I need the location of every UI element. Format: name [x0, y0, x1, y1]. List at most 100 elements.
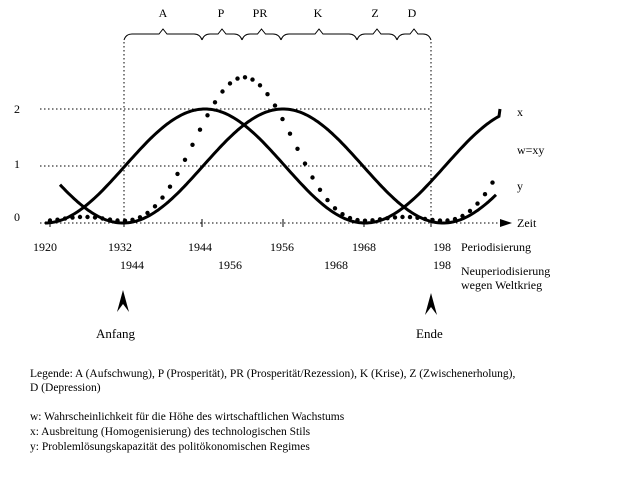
year-1968: 1968	[352, 240, 376, 254]
w-curve-dot	[452, 216, 458, 222]
legend-x: x: Ausbreitung (Homogenisierung) des tec…	[30, 426, 311, 438]
w-curve-dot	[332, 206, 338, 211]
year-1932: 1932	[108, 240, 132, 254]
w-curve-dot	[415, 215, 420, 220]
re-year-1956: 1956	[218, 258, 242, 272]
phase-label-A: A	[159, 6, 168, 20]
legend-w: w: Wahrscheinlichkeit für die Höhe des w…	[30, 411, 345, 423]
re-year-198x: 198	[433, 258, 451, 272]
w-curve-dot	[377, 217, 383, 222]
w-curve-dot	[205, 113, 210, 118]
time-axis-arrow-icon	[500, 219, 512, 227]
w-curve-dot	[235, 76, 240, 81]
w-curve-dot	[460, 213, 465, 219]
start-label: Anfang	[96, 326, 135, 341]
w-curve-dot	[445, 218, 450, 223]
re-periodization-label-2: wegen Weltkrieg	[461, 278, 543, 292]
phase-label-P: P	[218, 6, 225, 20]
w-curve-dot	[280, 116, 285, 122]
w-curve-dot	[347, 215, 353, 221]
phase-label-K: K	[314, 6, 323, 20]
y-label-2: 2	[14, 102, 20, 116]
w-curve-dot	[362, 218, 368, 223]
curve-x	[45, 107, 502, 225]
curve-label-time: Zeit	[517, 216, 537, 230]
w-curve-dot	[70, 215, 75, 220]
w-curve-dot	[190, 142, 195, 147]
w-curve-dot	[422, 216, 428, 222]
w-curve-dot	[475, 201, 480, 206]
w-curve-dot	[287, 131, 293, 136]
w-curve-dot	[100, 216, 105, 221]
w-curve-dot	[407, 214, 413, 220]
phase-label-Z: Z	[371, 6, 378, 20]
w-curve-dot	[130, 217, 135, 222]
w-curve-dot	[400, 214, 405, 220]
curve-w-dotted	[47, 75, 495, 223]
w-curve-dot	[85, 214, 90, 220]
start-arrow-icon	[117, 290, 129, 312]
w-curve-dot	[265, 92, 270, 97]
w-curve-dot	[62, 216, 68, 221]
w-curve-dot	[430, 217, 435, 223]
w-curve-dot	[175, 171, 180, 177]
year-1944: 1944	[188, 240, 212, 254]
w-curve-dot	[272, 103, 278, 108]
curve-label-y: y	[517, 179, 523, 193]
w-curve-dot	[167, 184, 173, 189]
w-curve-dot	[227, 81, 233, 86]
w-curve-dot	[250, 77, 255, 82]
w-curve-dot	[160, 195, 165, 200]
w-curve-dot	[295, 146, 300, 151]
year-1956: 1956	[270, 240, 294, 254]
curve-label-w: w=xy	[517, 143, 544, 157]
legend-line-2: D (Depression)	[30, 382, 101, 394]
year-198x: 198	[433, 240, 451, 254]
re-year-1968: 1968	[324, 258, 348, 272]
year-1920: 1920	[33, 240, 57, 254]
w-curve-dot	[317, 187, 323, 192]
w-curve-dot	[197, 127, 203, 132]
w-curve-dot	[145, 210, 150, 216]
w-curve-dot	[325, 197, 330, 203]
w-curve-dot	[355, 217, 360, 223]
legend-y: y: Problemlösungskapazität des politökon…	[30, 441, 310, 453]
w-curve-dot	[310, 175, 315, 180]
w-curve-dot	[257, 83, 263, 88]
w-curve-dot	[370, 218, 375, 223]
w-curve-dot	[137, 215, 143, 220]
w-curve-dot	[302, 161, 308, 166]
w-curve-dot	[467, 208, 473, 214]
w-curve-dot	[152, 204, 158, 209]
w-curve-dot	[47, 218, 53, 223]
w-curve-dot	[115, 218, 120, 223]
w-curve-dot	[220, 89, 225, 94]
w-curve-dot	[77, 214, 83, 220]
w-curve-dot	[212, 100, 218, 105]
y-label-0: 0	[14, 210, 20, 224]
w-curve-dot	[122, 218, 128, 223]
periodization-label: Periodisierung	[461, 240, 531, 254]
w-curve-dot	[392, 215, 398, 220]
w-curve-dot	[437, 218, 443, 223]
w-curve-dot	[242, 75, 248, 80]
w-curve-dot	[55, 217, 60, 222]
end-label: Ende	[416, 326, 443, 341]
curve-label-x: x	[517, 105, 523, 119]
w-curve-dot	[92, 215, 98, 220]
w-curve-dot	[107, 217, 113, 222]
phase-label-D: D	[408, 6, 417, 20]
phase-label-PR: PR	[253, 6, 268, 20]
w-curve-dot	[482, 192, 488, 197]
w-curve-dot	[182, 157, 188, 162]
phase-braces	[123, 28, 432, 41]
legend-line-1: Legende: A (Aufschwung), P (Prosperität)…	[30, 368, 516, 380]
w-curve-dot	[340, 212, 345, 217]
w-curve-dot	[385, 216, 390, 221]
w-curve-dot	[490, 180, 495, 185]
y-label-1: 1	[14, 157, 20, 171]
re-periodization-label-1: Neuperiodisierung	[461, 264, 551, 278]
end-arrow-icon	[425, 293, 437, 315]
